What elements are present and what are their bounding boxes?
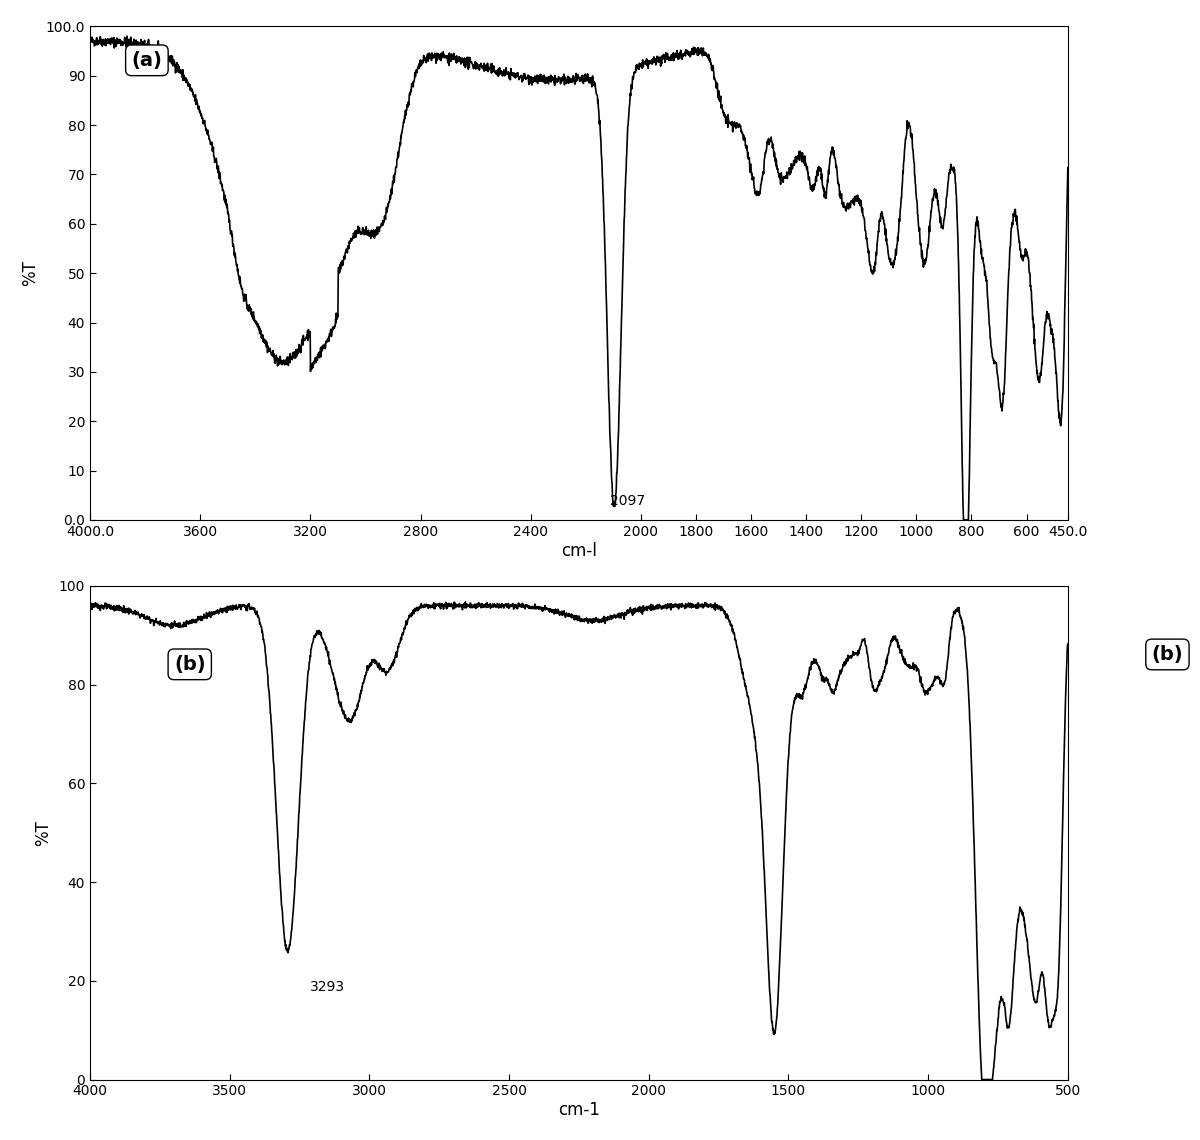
Text: 3293: 3293	[310, 979, 346, 994]
Y-axis label: %T: %T	[20, 260, 38, 286]
Text: (b): (b)	[174, 654, 205, 674]
Text: (a): (a)	[132, 51, 162, 70]
Text: 2097: 2097	[610, 494, 644, 508]
X-axis label: cm-l: cm-l	[562, 542, 596, 560]
Text: (b): (b)	[1152, 645, 1183, 663]
Y-axis label: %T: %T	[34, 820, 52, 846]
X-axis label: cm-1: cm-1	[558, 1101, 600, 1119]
